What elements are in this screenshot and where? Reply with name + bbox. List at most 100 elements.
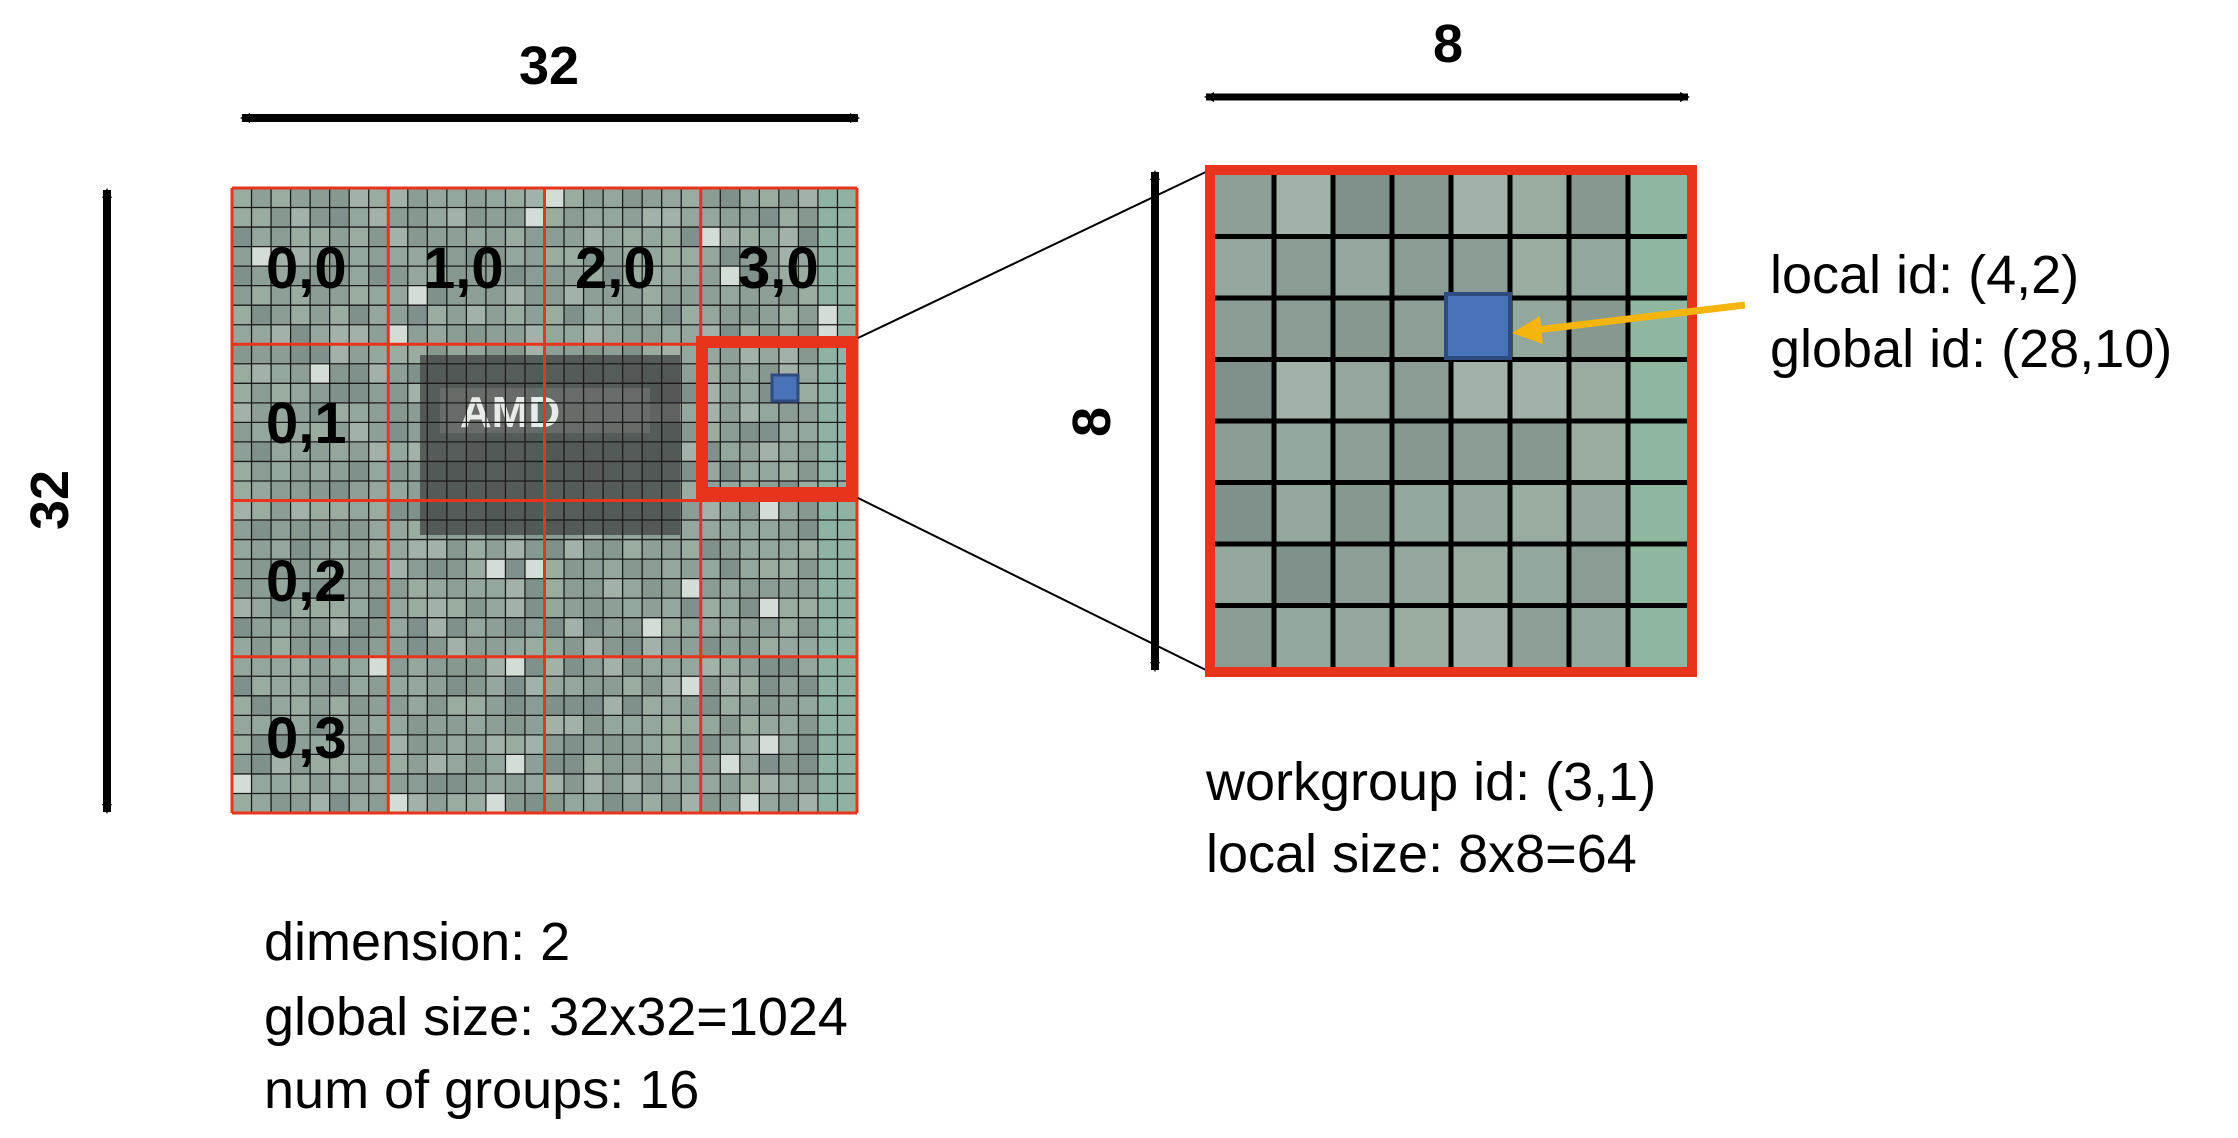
pixel-cell <box>681 656 702 677</box>
pixel-cell <box>681 734 702 755</box>
pixel-cell <box>466 305 487 326</box>
pixel-cell <box>739 266 760 287</box>
pixel-cell <box>1392 544 1452 606</box>
pixel-cell <box>368 676 389 697</box>
pixel-cell <box>778 344 799 365</box>
pixel-cell <box>778 422 799 443</box>
pixel-cell <box>485 656 506 677</box>
pixel-cell <box>427 266 448 287</box>
pixel-cell <box>251 227 272 248</box>
pixel-cell <box>778 188 799 209</box>
pixel-cell <box>427 598 448 619</box>
pixel-cell <box>466 246 487 267</box>
pixel-cell <box>583 637 604 658</box>
pixel-cell <box>446 793 467 814</box>
pixel-cell <box>622 324 643 345</box>
pixel-cell <box>1510 482 1570 545</box>
pixel-cell <box>446 266 467 287</box>
pixel-cell <box>446 578 467 599</box>
pixel-cell <box>544 285 565 306</box>
pixel-cell <box>329 578 350 599</box>
pixel-cell <box>564 266 585 287</box>
pixel-cell <box>759 207 780 228</box>
pixel-cell <box>700 520 721 541</box>
pixel-cell <box>778 285 799 306</box>
pixel-cell <box>778 773 799 794</box>
pixel-cell <box>778 578 799 599</box>
pixel-cell <box>817 734 838 755</box>
pixel-cell <box>759 598 780 619</box>
pixel-cell <box>700 695 721 716</box>
pixel-cell <box>739 207 760 228</box>
pixel-cell <box>251 520 272 541</box>
pixel-cell <box>407 656 428 677</box>
pixel-cell <box>485 734 506 755</box>
pixel-cell <box>817 617 838 638</box>
pixel-cell <box>603 305 624 326</box>
pixel-cell <box>622 637 643 658</box>
pixel-cell <box>368 695 389 716</box>
group-label-0-2: 0,2 <box>266 549 347 614</box>
pixel-cell <box>232 461 253 482</box>
pixel-cell <box>349 324 370 345</box>
pixel-cell <box>1569 421 1629 483</box>
pixel-cell <box>837 754 858 775</box>
pixel-cell <box>817 441 838 462</box>
pixel-cell <box>329 305 350 326</box>
pixel-cell <box>720 793 741 814</box>
pixel-cell <box>720 227 741 248</box>
pixel-cell <box>310 363 331 384</box>
pixel-cell <box>583 246 604 267</box>
pixel-cell <box>290 461 311 482</box>
pixel-cell <box>310 695 331 716</box>
pixel-cell <box>1392 421 1452 483</box>
pixel-cell <box>759 676 780 697</box>
pixel-cell <box>524 305 545 326</box>
pixel-cell <box>427 793 448 814</box>
pixel-cell <box>349 500 370 521</box>
pixel-cell <box>310 617 331 638</box>
pixel-cell <box>329 656 350 677</box>
pixel-cell <box>798 656 819 677</box>
workgroup-zoom <box>1205 165 1697 677</box>
pixel-cell <box>661 188 682 209</box>
pixel-cell <box>564 598 585 619</box>
pixel-cell <box>798 422 819 443</box>
pixel-cell <box>564 734 585 755</box>
pixel-cell <box>329 266 350 287</box>
pixel-cell <box>310 285 331 306</box>
pixel-cell <box>661 539 682 560</box>
pixel-cell <box>739 461 760 482</box>
pixel-cell <box>661 305 682 326</box>
pixel-cell <box>1392 605 1452 668</box>
pixel-cell <box>700 598 721 619</box>
pixel-cell <box>446 715 467 736</box>
pixel-cell <box>798 598 819 619</box>
pixel-cell <box>778 305 799 326</box>
pixel-cell <box>759 559 780 580</box>
pixel-cell <box>1333 544 1393 606</box>
pixel-cell <box>564 754 585 775</box>
pixel-cell <box>368 773 389 794</box>
pixel-cell <box>232 188 253 209</box>
global-width-label: 32 <box>519 36 579 96</box>
pixel-cell <box>329 383 350 404</box>
pixel-cell <box>720 617 741 638</box>
pixel-cell <box>427 324 448 345</box>
pixel-cell <box>505 266 526 287</box>
pixel-cell <box>368 500 389 521</box>
pixel-cell <box>720 305 741 326</box>
pixel-cell <box>271 773 292 794</box>
pixel-cell <box>251 773 272 794</box>
pixel-cell <box>759 637 780 658</box>
pixel-cell <box>232 441 253 462</box>
global-height-dimension: 32 <box>20 188 112 814</box>
pixel-cell <box>310 773 331 794</box>
pixel-cell <box>700 734 721 755</box>
pixel-cell <box>681 578 702 599</box>
pixel-cell <box>388 363 409 384</box>
pixel-cell <box>505 207 526 228</box>
pixel-cell <box>603 676 624 697</box>
pixel-cell <box>759 344 780 365</box>
